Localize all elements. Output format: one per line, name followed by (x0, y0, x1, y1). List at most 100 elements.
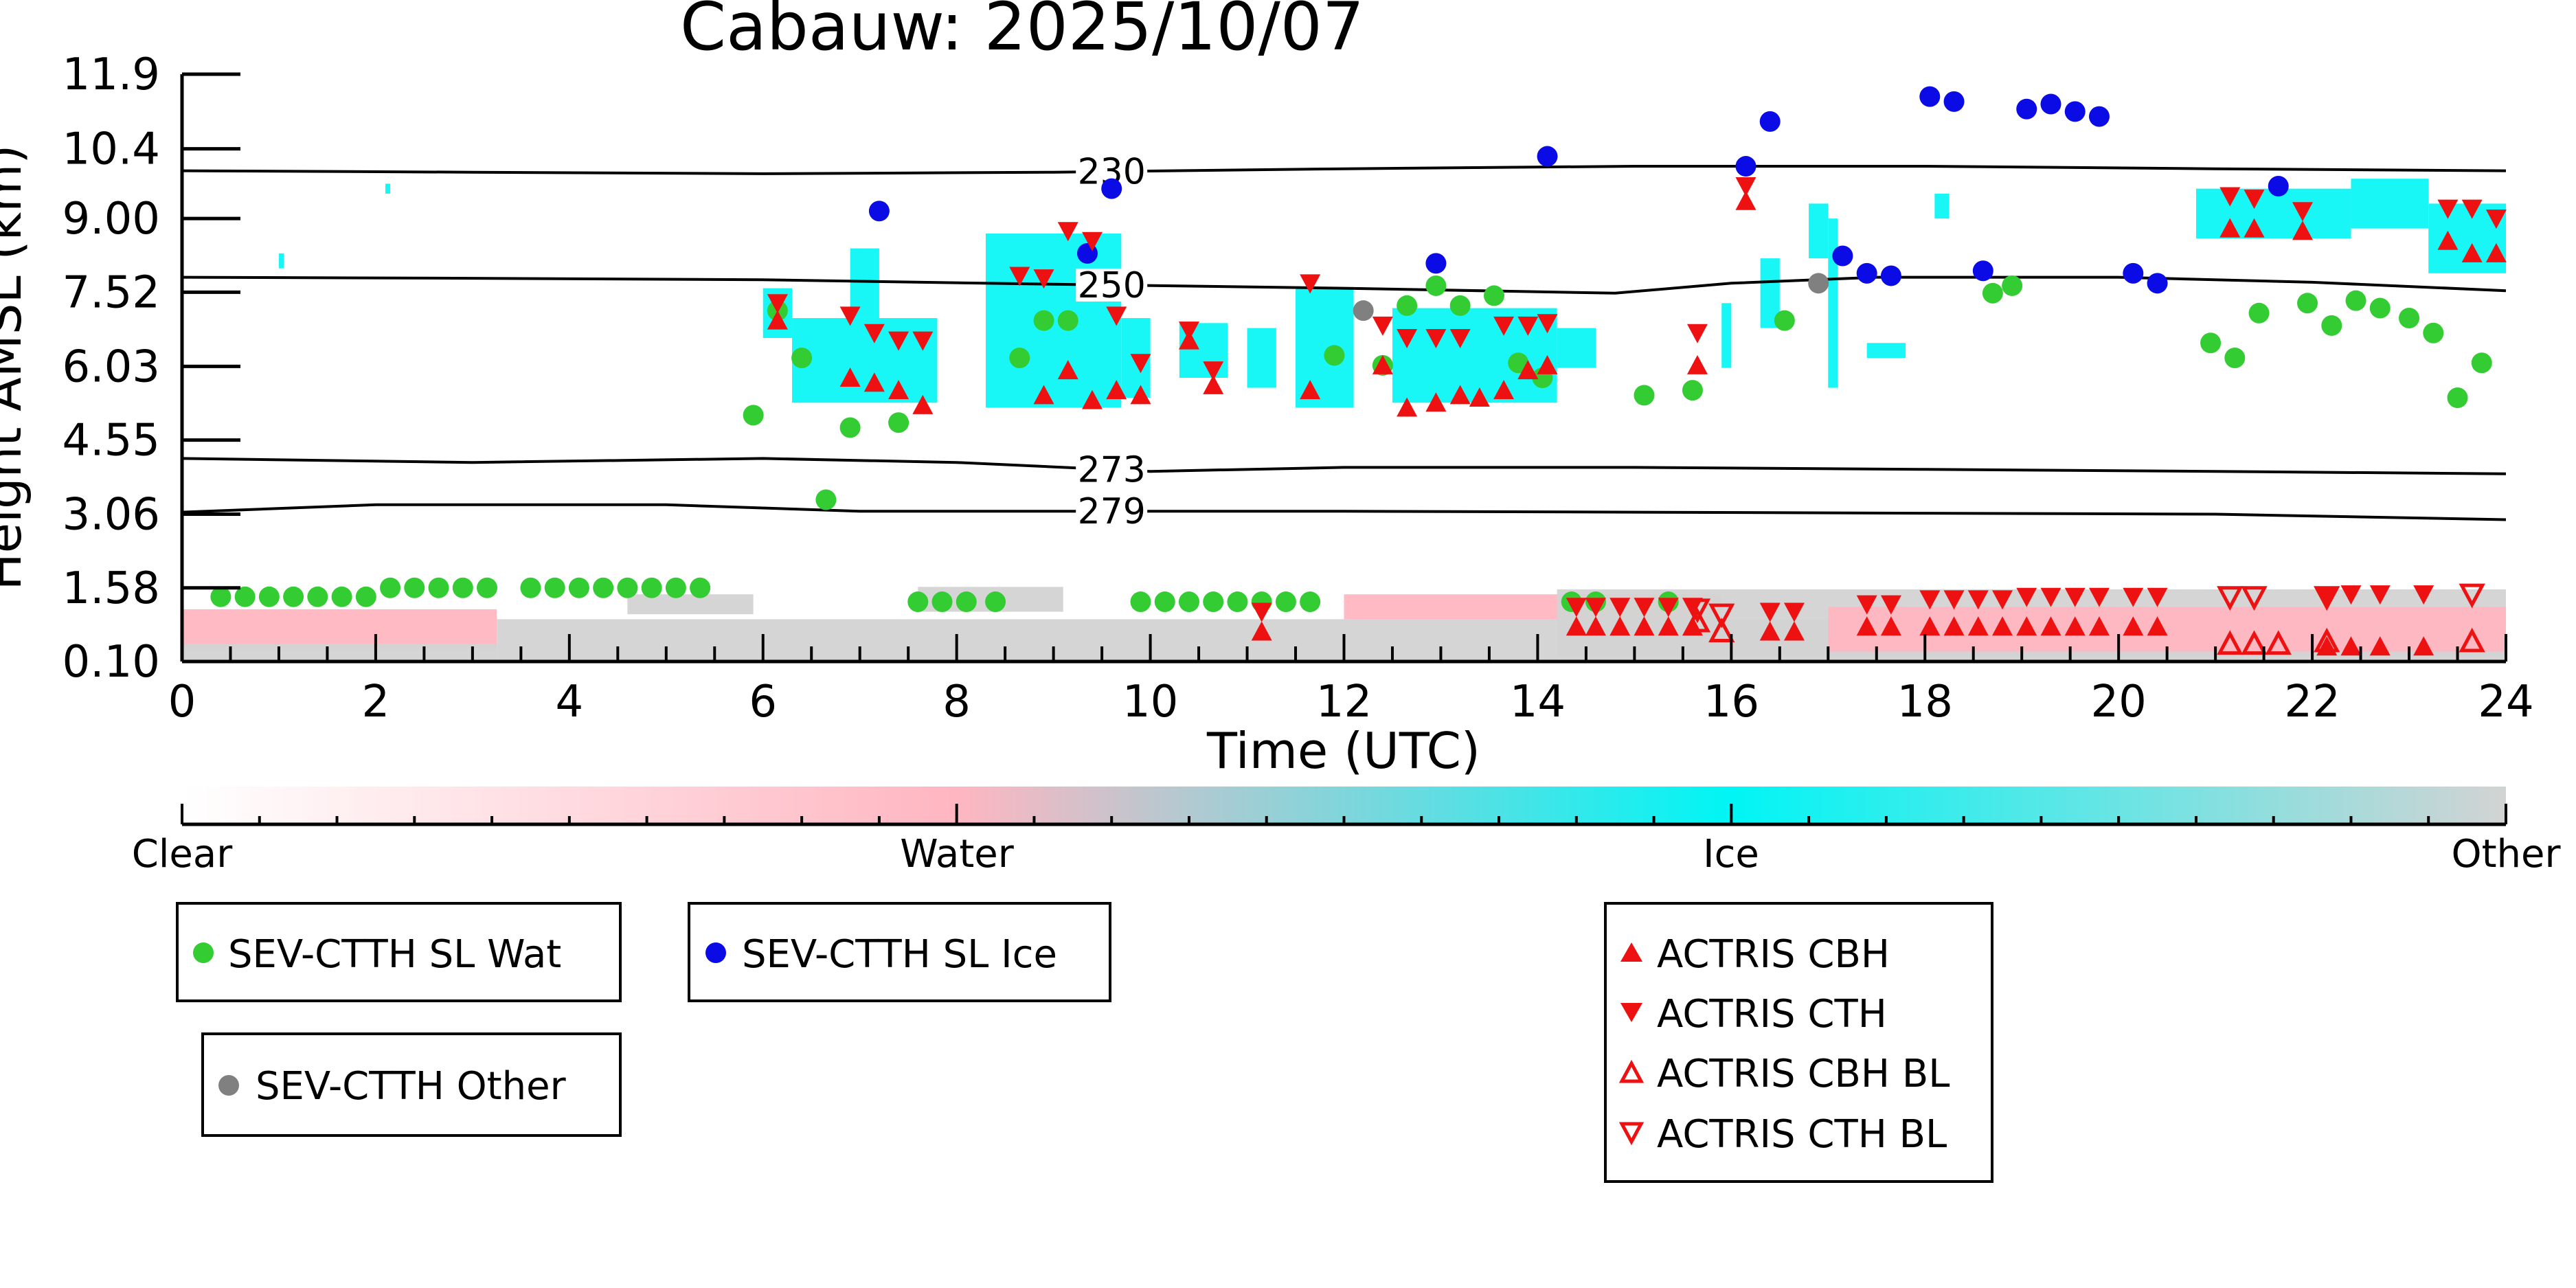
point-actris-cth (1397, 329, 1418, 349)
point-actris-cbh (1609, 616, 1631, 636)
x-tick-label: 4 (555, 677, 583, 727)
point-actris-cbh (1686, 354, 1708, 374)
point-sev-ctth-sl-wat (404, 577, 425, 598)
point-sev-ctth-sl-wat (1449, 295, 1471, 316)
point-actris-cbh (1856, 616, 1877, 636)
isotherm-label-bg (1076, 453, 1148, 486)
isotherm-line (181, 503, 2507, 521)
point-actris-cbh (1251, 621, 1272, 641)
point-sev-ctth-sl-wat (452, 577, 473, 598)
isotherm-label-bg (1076, 495, 1148, 528)
point-actris-cth (1425, 329, 1447, 349)
y-tick-label: 10.4 (63, 124, 161, 175)
point-actris-cth (2016, 587, 2037, 607)
point-sev-ctth-sl-wat (2345, 290, 2366, 311)
y-tick-label: 4.55 (63, 416, 161, 466)
legend-label-ice: SEV-CTTH SL Ice (742, 932, 1057, 977)
point-sev-ctth-sl-ice (2147, 273, 2168, 294)
point-actris-cth (1967, 590, 1989, 610)
point-sev-ctth-sl-ice (1972, 260, 1993, 282)
point-sev-ctth-sl-wat (1300, 591, 1321, 613)
point-sev-ctth-sl-wat (234, 586, 256, 607)
point-actris-cbh-bl (1708, 618, 1735, 643)
point-actris-cbh (2219, 218, 2241, 238)
isotherm-label-bg (1076, 268, 1148, 302)
point-sev-ctth-sl-wat (1033, 310, 1054, 331)
legend-label-wat: SEV-CTTH SL Wat (228, 932, 561, 977)
point-actris-cbh (1585, 616, 1606, 636)
point-sev-ctth-sl-ice (1537, 146, 1558, 167)
chart-title: Cabauw: 2025/10/07 (680, 0, 1364, 65)
point-actris-cth-bl (2241, 586, 2268, 611)
legend-marker-cth (1620, 1003, 1642, 1022)
point-actris-cbh (2040, 616, 2061, 636)
point-sev-ctth-sl-wat (258, 586, 280, 607)
point-actris-cth (912, 331, 934, 351)
point-actris-cbh (2340, 636, 2362, 656)
point-sev-ctth-sl-wat (665, 577, 686, 598)
point-actris-cbh (912, 394, 934, 414)
point-sev-ctth-sl-wat (2447, 387, 2468, 408)
point-sev-ctth-sl-wat (839, 417, 861, 438)
point-sev-ctth-sl-wat (593, 577, 614, 598)
point-actris-cbh (2292, 221, 2313, 240)
point-sev-ctth-sl-wat (1774, 310, 1795, 331)
point-actris-cth (1057, 222, 1078, 242)
point-actris-cth (2461, 199, 2483, 219)
point-actris-cbh (1425, 392, 1447, 412)
point-sev-ctth-sl-ice (2268, 176, 2289, 197)
point-sev-ctth-sl-wat (2321, 315, 2342, 336)
point-sev-ctth-sl-wat (210, 586, 231, 607)
point-sev-ctth-sl-ice (1943, 91, 1965, 112)
y-axis-ticks: 0.10 1.58 3.06 4.55 6.03 7.52 9.00 10.4 11.9 (63, 49, 240, 688)
point-actris-cbh (2413, 636, 2434, 656)
x-tick-label: 18 (1897, 677, 1953, 727)
point-actris-cbh (1992, 616, 2013, 636)
point-actris-cth (1300, 274, 1321, 294)
point-sev-ctth-sl-wat (1227, 591, 1248, 613)
point-sev-ctth-sl-ice (1856, 262, 1877, 284)
y-tick-label: 3.06 (63, 490, 161, 541)
point-sev-ctth-sl-wat (1275, 591, 1296, 613)
point-sev-ctth-sl-wat (2399, 308, 2420, 329)
point-actris-cth (839, 306, 861, 326)
point-actris-cth (1759, 602, 1781, 622)
point-actris-cth (2292, 202, 2313, 222)
point-sev-ctth-sl-wat (1483, 285, 1504, 306)
point-actris-cbh (2147, 616, 2168, 636)
point-sev-ctth-sl-ice (2016, 98, 2037, 120)
field-band (182, 609, 497, 649)
point-actris-cth (2147, 587, 2168, 607)
point-actris-cbh-bl (2459, 627, 2485, 653)
point-actris-cbh (2088, 616, 2110, 636)
x-axis-label: Time (UTC) (1206, 722, 1480, 780)
point-actris-cth (1566, 598, 1587, 618)
point-sev-ctth-sl-wat (815, 489, 837, 510)
legend-marker-other (218, 1075, 239, 1096)
point-sev-ctth-sl-wat (985, 591, 1006, 613)
point-actris-cbh (2369, 636, 2391, 656)
point-actris-cbh (1919, 616, 1941, 636)
point-actris-cbh (1372, 354, 1393, 374)
legend-marker-cbh (1620, 942, 1642, 962)
y-tick-label: 1.58 (63, 563, 161, 614)
point-sev-ctth-sl-wat (690, 577, 711, 598)
point-sev-ctth-sl-ice (2123, 262, 2144, 284)
point-sev-ctth-sl-ice (868, 201, 890, 222)
ice-cloud-patch (792, 318, 938, 403)
point-sev-ctth-sl-wat (1203, 591, 1224, 613)
point-actris-cth-bl (2459, 583, 2485, 609)
legend-label-cth: ACTRIS CTH (1657, 992, 1887, 1037)
y-tick-label: 0.10 (63, 637, 161, 688)
point-sev-ctth-sl-wat (1508, 352, 1529, 374)
x-tick-label: 22 (2284, 677, 2340, 727)
point-actris-cbh (2461, 242, 2483, 262)
point-actris-cbh (1300, 380, 1321, 400)
point-actris-cbh (1566, 616, 1587, 636)
point-sev-ctth-sl-wat (931, 591, 953, 613)
point-sev-ctth-sl-ice (1880, 265, 1901, 286)
point-sev-ctth-sl-wat (380, 577, 401, 598)
point-actris-cbh (2123, 616, 2144, 636)
